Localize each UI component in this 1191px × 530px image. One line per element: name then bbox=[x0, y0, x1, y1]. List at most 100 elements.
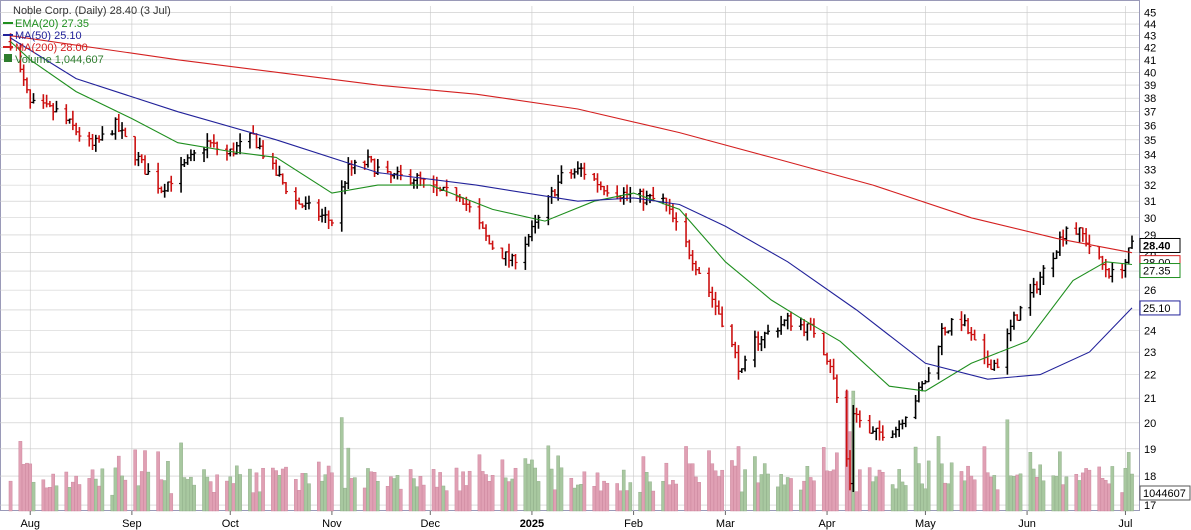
volume-bar bbox=[74, 475, 78, 512]
legend-label: MA(200) 28.00 bbox=[15, 42, 88, 54]
volume-bar bbox=[116, 455, 121, 512]
volume-bar bbox=[897, 469, 901, 512]
volume-bar bbox=[572, 487, 577, 512]
volume-bar bbox=[441, 485, 446, 512]
volume-bar bbox=[789, 478, 793, 512]
volume-bar bbox=[372, 472, 377, 512]
volume-bar bbox=[1008, 475, 1013, 512]
volume-bar bbox=[228, 476, 233, 512]
volume-bar bbox=[192, 484, 196, 512]
volume-bar bbox=[461, 471, 465, 512]
volume-bar bbox=[162, 480, 167, 512]
volume-bar bbox=[41, 479, 46, 512]
volume-bar bbox=[179, 442, 183, 512]
y-tick-label: 22 bbox=[1144, 370, 1156, 382]
volume-bar bbox=[431, 469, 436, 512]
volume-bar bbox=[156, 451, 160, 512]
y-tick-label: 20 bbox=[1144, 418, 1156, 430]
legend-volume-icon bbox=[4, 54, 12, 62]
volume-bar bbox=[710, 463, 715, 512]
volume-bar bbox=[1103, 479, 1108, 512]
volume-bar bbox=[638, 491, 642, 512]
volume-bar bbox=[890, 484, 895, 512]
y-tick-label: 32 bbox=[1144, 180, 1156, 192]
volume-bar bbox=[238, 474, 242, 512]
volume-bar bbox=[687, 463, 692, 512]
volume-bar bbox=[730, 460, 734, 512]
volume-bar bbox=[257, 491, 262, 512]
volume-bar bbox=[1126, 452, 1131, 512]
price-tag-box bbox=[1139, 300, 1181, 316]
volume-bar bbox=[992, 475, 997, 512]
volume-bar bbox=[602, 480, 606, 512]
volume-bar bbox=[831, 469, 836, 512]
volume-bar bbox=[739, 491, 744, 512]
volume-bar bbox=[169, 493, 174, 512]
volume-bar bbox=[1064, 476, 1069, 512]
volume-bar bbox=[398, 488, 403, 512]
x-tick-label: Oct bbox=[222, 518, 239, 530]
volume-bar bbox=[690, 463, 695, 512]
volume-bar bbox=[1015, 474, 1020, 512]
volume-bar bbox=[1110, 466, 1115, 512]
volume-bar bbox=[733, 465, 738, 512]
volume-bar bbox=[1077, 480, 1082, 512]
volume-bar bbox=[812, 480, 816, 512]
volume-bar bbox=[595, 472, 600, 512]
volume-bar bbox=[316, 461, 321, 512]
price-tag-volume: 1044607 bbox=[1143, 488, 1186, 500]
volume-bar bbox=[821, 447, 826, 512]
volume-bar bbox=[248, 468, 252, 512]
volume-bar bbox=[435, 486, 439, 512]
volume-bar bbox=[625, 490, 629, 512]
volume-bar bbox=[415, 486, 419, 512]
volume-bar bbox=[874, 476, 879, 512]
volume-bar bbox=[320, 480, 324, 512]
volume-bar bbox=[225, 480, 229, 512]
volume-bar bbox=[972, 479, 977, 512]
volume-bar bbox=[330, 472, 334, 512]
volume-bar bbox=[438, 472, 442, 512]
volume-bar bbox=[717, 476, 721, 512]
volume-bar bbox=[946, 483, 951, 512]
price-tag-ma50: 25.10 bbox=[1143, 303, 1171, 315]
volume-bar bbox=[697, 482, 701, 512]
volume-bar bbox=[395, 475, 400, 512]
volume-bar bbox=[533, 467, 538, 512]
volume-bar bbox=[464, 485, 469, 512]
volume-bar bbox=[277, 475, 282, 512]
ma50-line bbox=[10, 37, 1133, 380]
y-tick-label: 17 bbox=[1144, 500, 1156, 512]
volume-bar bbox=[805, 466, 810, 512]
volume-bar bbox=[1074, 474, 1079, 512]
volume-bar bbox=[185, 479, 190, 512]
volume-bar bbox=[1120, 492, 1124, 512]
volume-bar bbox=[136, 485, 141, 512]
volume-bar bbox=[785, 477, 790, 512]
volume-bar bbox=[582, 471, 587, 512]
x-tick-label: Aug bbox=[20, 518, 40, 530]
volume-bar bbox=[753, 456, 757, 512]
volume-bar bbox=[1130, 473, 1134, 512]
volume-bar bbox=[189, 476, 193, 512]
volume-bar bbox=[513, 467, 518, 512]
volume-bar bbox=[1081, 472, 1085, 512]
volume-bar bbox=[454, 467, 459, 512]
volume-bar bbox=[90, 469, 95, 512]
volume-bar bbox=[523, 458, 528, 512]
volume-bar bbox=[100, 468, 105, 512]
volume-bar bbox=[182, 477, 187, 512]
volume-bar bbox=[1035, 477, 1039, 512]
volume-bar bbox=[31, 481, 36, 512]
volume-bar bbox=[421, 484, 426, 512]
volume-bar bbox=[346, 447, 351, 512]
volume-bar bbox=[621, 469, 626, 512]
y-tick-label: 44 bbox=[1144, 19, 1156, 31]
volume-bar bbox=[139, 471, 144, 512]
volume-bar bbox=[661, 481, 665, 512]
grid bbox=[0, 6, 1139, 511]
volume-bar bbox=[713, 470, 718, 512]
volume-bar bbox=[854, 491, 859, 512]
volume-bar bbox=[667, 484, 672, 512]
